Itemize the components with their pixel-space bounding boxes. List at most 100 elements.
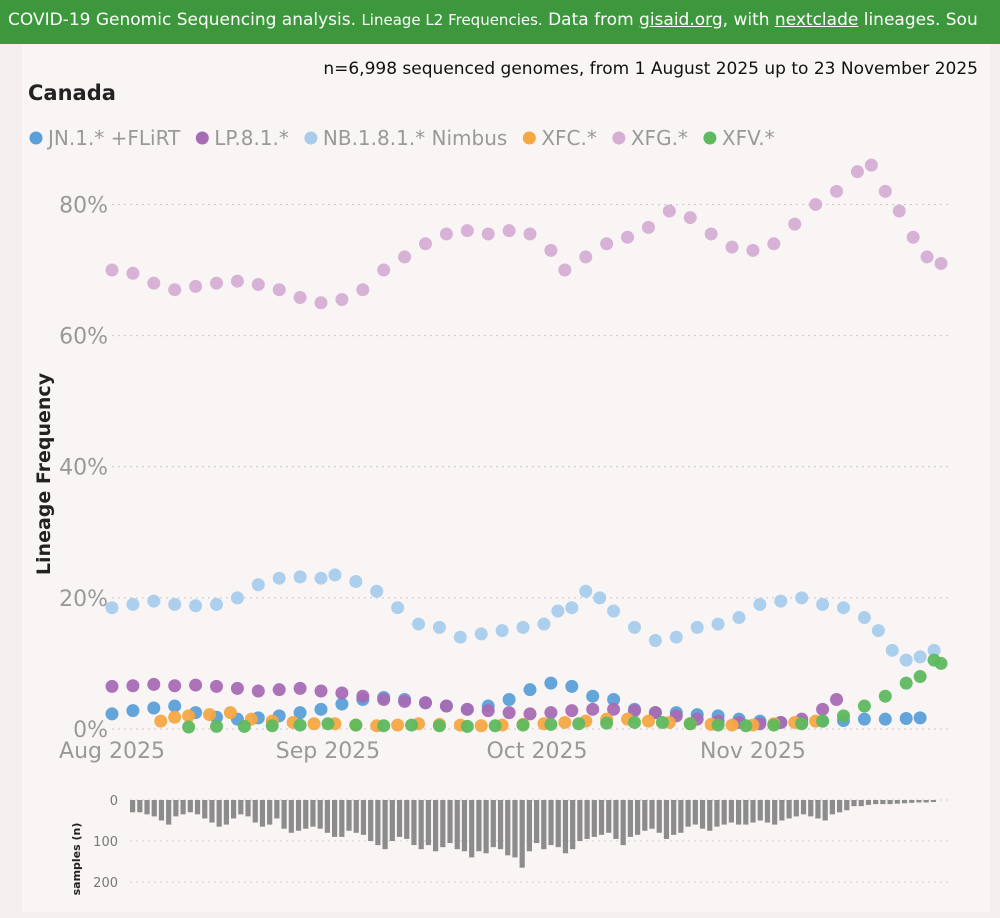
data-point (690, 620, 704, 634)
y-tick-label: 0% (73, 718, 108, 743)
samples-axis-label: samples (n) (70, 823, 83, 896)
data-point (628, 715, 641, 729)
data-point (871, 624, 885, 638)
data-point (349, 574, 363, 588)
data-point (272, 683, 286, 697)
samples-tick-label: 200 (93, 876, 118, 891)
data-point (586, 702, 600, 716)
data-point (523, 683, 537, 697)
samples-bar (779, 800, 785, 821)
data-point (251, 578, 265, 592)
banner-lineages: lineages. (863, 10, 941, 30)
legend-swatch (195, 131, 209, 145)
data-point (516, 718, 530, 732)
data-point (147, 594, 161, 608)
data-point (774, 594, 788, 608)
data-points (105, 158, 948, 734)
data-point (356, 283, 370, 297)
data-point (565, 601, 579, 615)
data-point (251, 684, 265, 698)
samples-tick-label: 0 (110, 794, 118, 809)
data-point (899, 653, 913, 667)
samples-bar (750, 800, 756, 823)
data-point (419, 237, 432, 251)
samples-bar (476, 800, 482, 852)
data-point (767, 237, 781, 251)
data-point (474, 719, 488, 733)
data-point (391, 718, 405, 732)
samples-bar (360, 800, 367, 835)
data-point (391, 601, 405, 615)
data-point (168, 679, 182, 693)
data-point (934, 656, 948, 670)
samples-bar (332, 800, 338, 837)
samples-bar (844, 800, 850, 811)
x-tick-label: Oct 2025 (486, 739, 587, 764)
samples-bar (635, 800, 641, 835)
data-point (460, 719, 474, 733)
samples-bar (303, 800, 309, 829)
samples-bar (396, 800, 403, 837)
data-point (864, 158, 878, 172)
data-point (182, 709, 196, 723)
x-tick-label: Nov 2025 (700, 739, 806, 764)
samples-bar (288, 800, 294, 833)
data-point (579, 584, 593, 598)
data-point (189, 279, 203, 293)
data-point (913, 670, 927, 684)
data-point (662, 204, 676, 218)
samples-bar (368, 800, 374, 841)
data-point (837, 601, 850, 615)
nextclade-link[interactable]: nextclade (774, 10, 859, 30)
data-point (607, 692, 621, 706)
data-point (126, 704, 140, 718)
data-point (105, 707, 119, 721)
grid-lines (112, 203, 948, 730)
data-point (544, 676, 558, 690)
data-point (753, 597, 767, 611)
data-point (377, 719, 391, 733)
data-point (732, 611, 746, 625)
data-point (669, 630, 683, 644)
data-point (516, 620, 530, 634)
samples-bar (541, 800, 547, 850)
samples-bar (310, 800, 316, 827)
data-point (558, 715, 572, 729)
data-point (398, 694, 412, 708)
data-point (837, 709, 850, 723)
samples-bar (238, 800, 244, 815)
data-point (648, 633, 662, 647)
data-point (878, 689, 892, 703)
data-point (830, 692, 844, 706)
data-point (850, 165, 864, 179)
samples-bar (685, 800, 691, 827)
data-point (913, 711, 927, 725)
data-point (920, 250, 934, 264)
data-point (502, 692, 516, 706)
samples-bar (526, 800, 532, 852)
data-point (857, 712, 871, 726)
data-point (307, 717, 321, 731)
data-point (105, 601, 119, 615)
data-point (398, 250, 412, 264)
data-point (168, 283, 182, 297)
data-point (641, 714, 655, 728)
samples-bar (714, 800, 720, 827)
samples-bar (440, 800, 446, 848)
samples-bar (736, 800, 742, 825)
data-point (432, 620, 446, 634)
samples-bar (223, 800, 229, 825)
data-point (767, 718, 781, 732)
data-point (321, 717, 335, 731)
samples-bar (800, 800, 807, 815)
samples-bar (194, 800, 201, 815)
samples-bar (671, 800, 677, 835)
samples-bar (642, 800, 648, 831)
data-point (683, 211, 697, 225)
data-point (230, 591, 244, 605)
data-point (878, 184, 892, 198)
gisaid-link[interactable]: gisaid.org (639, 10, 723, 30)
samples-bar (548, 800, 554, 846)
data-point (230, 274, 244, 288)
data-point (154, 714, 168, 728)
